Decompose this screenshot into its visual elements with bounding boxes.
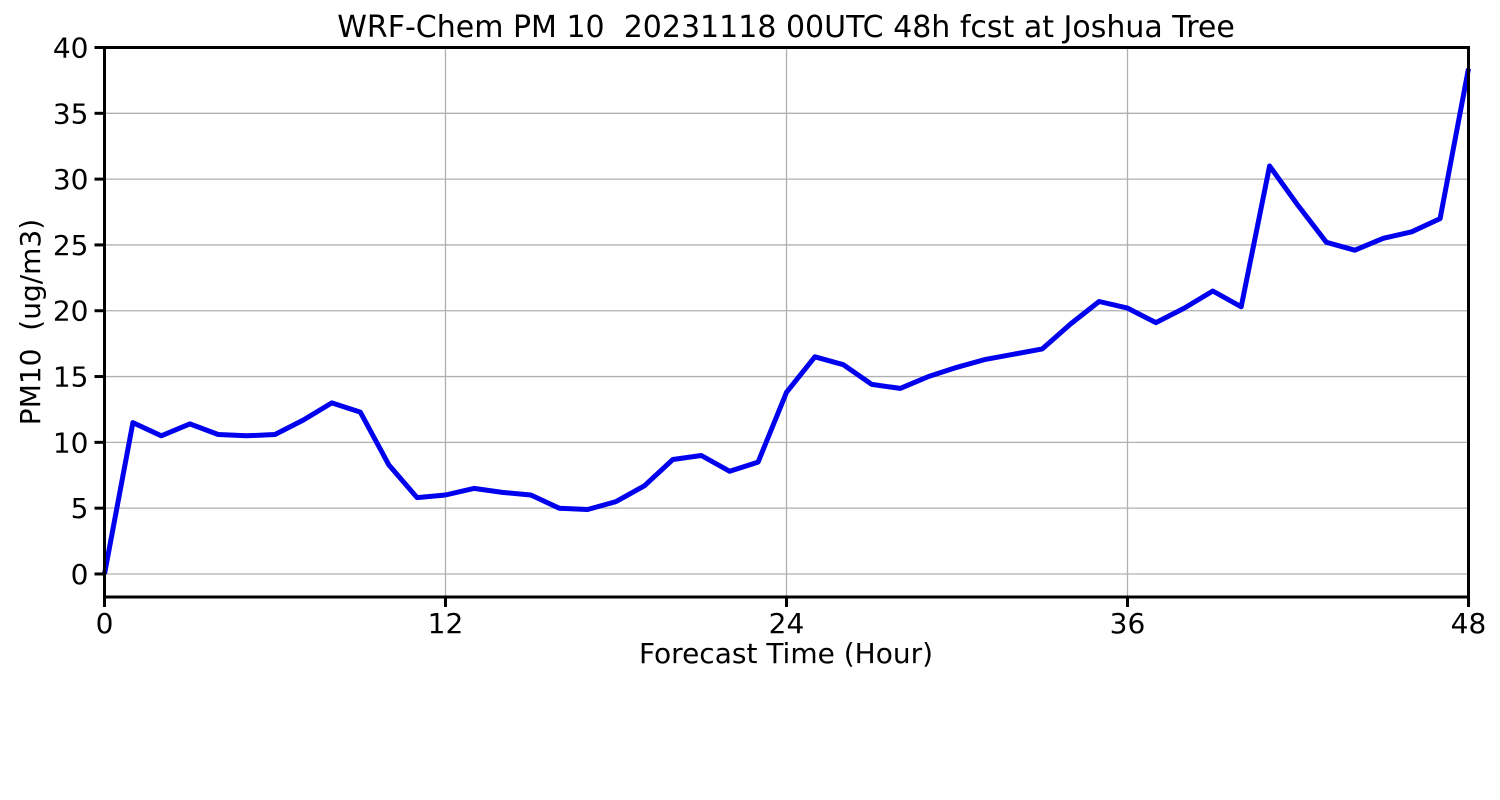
x-axis-ticks bbox=[103, 597, 1470, 607]
y-tick-label: 20 bbox=[53, 295, 89, 328]
y-axis-ticks bbox=[94, 46, 105, 576]
y-tick-label: 5 bbox=[71, 492, 89, 525]
y-tick-label: 35 bbox=[53, 97, 89, 130]
y-axis-tick-labels: 0 5 10 15 20 25 30 35 40 bbox=[53, 32, 89, 591]
x-tick-label: 0 bbox=[96, 607, 114, 640]
grid-lines bbox=[104, 47, 1469, 597]
y-tick-label: 15 bbox=[53, 361, 89, 394]
chart-title: WRF-Chem PM 10 20231118 00UTC 48h fcst a… bbox=[337, 10, 1235, 45]
y-tick-label: 10 bbox=[53, 426, 89, 459]
x-tick-label: 12 bbox=[428, 607, 464, 640]
y-tick-label: 25 bbox=[53, 229, 89, 262]
y-axis-label: PM10 (ug/m3) bbox=[14, 219, 47, 425]
y-tick-label: 30 bbox=[53, 163, 89, 196]
data-series bbox=[102, 68, 1471, 575]
y-tick-label: 0 bbox=[71, 558, 89, 591]
x-tick-label: 48 bbox=[1451, 607, 1487, 640]
x-axis-tick-labels: 0 12 24 36 48 bbox=[96, 607, 1487, 640]
x-axis-label: Forecast Time (Hour) bbox=[639, 637, 933, 670]
x-tick-label: 36 bbox=[1110, 607, 1146, 640]
pm10-series-line bbox=[102, 68, 1471, 575]
y-tick-label: 40 bbox=[53, 32, 89, 65]
x-tick-label: 24 bbox=[769, 607, 805, 640]
